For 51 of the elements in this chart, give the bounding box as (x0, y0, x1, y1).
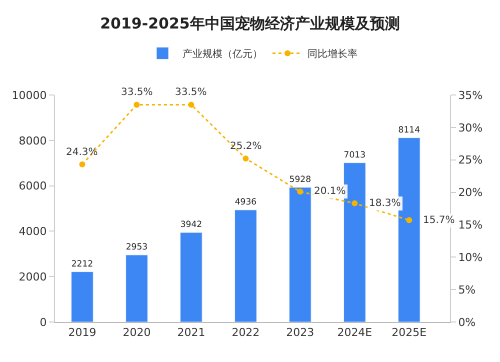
data-label: 5928 (289, 175, 312, 186)
data-label: 3942 (180, 220, 202, 230)
x-tick-label: 2024E (337, 326, 372, 340)
y2-tick-label: 0% (458, 316, 476, 329)
y-tick-label: 4000 (18, 225, 47, 238)
data-label: 7013 (344, 150, 366, 160)
x-tick-label: 2019 (68, 326, 96, 340)
bar (180, 232, 202, 322)
bar (344, 162, 366, 322)
point (134, 102, 140, 108)
point (242, 156, 249, 162)
y-tick-label: 8000 (18, 134, 47, 148)
data-label: 8114 (398, 125, 420, 136)
y2-tick-label: 25% (458, 154, 483, 167)
data-label: 2212 (71, 259, 94, 270)
y-tick-label: 2000 (18, 270, 47, 284)
x-tick-label: 2023 (286, 326, 314, 340)
point (79, 161, 86, 168)
x-tick-label: 2022 (232, 326, 260, 340)
y-tick-label: 0 (40, 316, 47, 329)
point (352, 200, 358, 206)
data-label: 4936 (234, 198, 257, 208)
x-tick-label: 2020 (122, 326, 151, 340)
bar (71, 272, 94, 322)
point (406, 217, 412, 224)
legend-label: 同比增长率 (308, 48, 358, 60)
data-label: 33.5% (175, 87, 207, 98)
data-label: 33.5% (121, 87, 153, 98)
data-label: 20.1% (314, 186, 346, 197)
y2-tick-label: 15% (458, 218, 483, 232)
bar (126, 254, 148, 322)
y2-tick-label: 5% (458, 283, 476, 296)
y-tick-label: 10000 (12, 88, 47, 102)
y2-tick-label: 30% (458, 121, 483, 134)
bar (289, 187, 312, 322)
legend-label: 产业规模（亿元） (182, 48, 262, 60)
data-label: 2953 (126, 242, 148, 253)
y-tick-label: 6000 (18, 180, 47, 193)
data-label: 25.2% (230, 141, 262, 152)
y2-tick-label: 10% (458, 250, 483, 264)
y2-tick-label: 20% (458, 186, 483, 200)
x-tick-label: 2021 (177, 326, 206, 340)
data-label: 24.3% (66, 147, 98, 158)
point (188, 102, 194, 108)
point (297, 188, 304, 195)
x-tick-label: 2025E (392, 326, 427, 340)
data-label: 18.3% (369, 198, 401, 209)
y2-tick-label: 35% (458, 88, 483, 102)
chart-title: 2019-2025年中国宠物经济产业规模及预测 (100, 14, 400, 33)
data-label: 15.7% (423, 215, 455, 226)
bar (234, 210, 257, 322)
